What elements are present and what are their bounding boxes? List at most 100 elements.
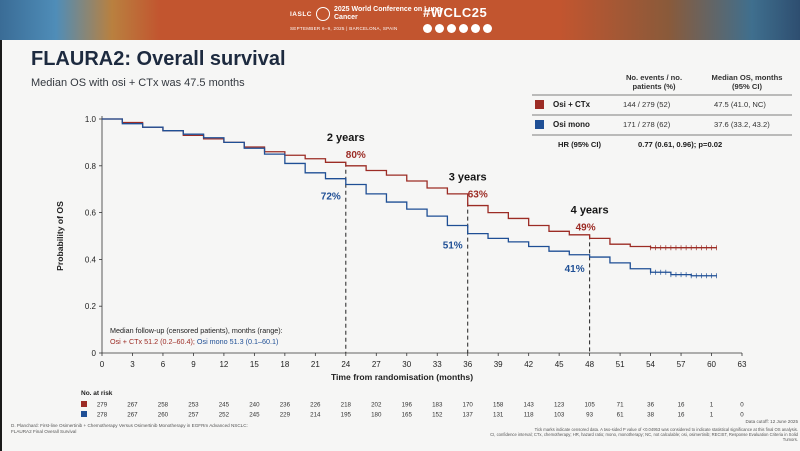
at-risk-value: 257 — [188, 412, 199, 419]
milestone-annotations: 2 years 80% 72% 3 years 63% 51% 4 years 49% 41% — [321, 132, 609, 353]
footnote-left: D. Planchard: First-line Osimertinib + C… — [11, 423, 341, 434]
x-tick-label: 57 — [677, 360, 686, 369]
milestone-upper-value: 49% — [576, 222, 596, 233]
at-risk-value: 218 — [341, 402, 352, 409]
at-risk-value: 245 — [219, 402, 230, 409]
osi-mono-at-risk-swatch — [81, 411, 87, 417]
x-tick-label: 6 — [161, 360, 166, 369]
at-risk-value: 214 — [310, 412, 321, 419]
hr-value: 0.77 (0.61, 0.96); p=0.02 — [638, 140, 723, 149]
hr-label: HR (95% CI) — [558, 140, 602, 149]
at-risk-value: 1 — [710, 412, 714, 419]
at-risk-value: 202 — [371, 402, 382, 409]
at-risk-value: 123 — [554, 402, 565, 409]
at-risk-value: 183 — [432, 402, 443, 409]
x-tick-label: 63 — [738, 360, 747, 369]
table-rules — [532, 94, 792, 136]
banner-photo-right — [560, 0, 800, 40]
survival-curves — [102, 118, 717, 279]
followup-osi-mono: Osi mono 51.3 (0.1–60.1) — [197, 337, 279, 346]
at-risk-value: 267 — [127, 402, 138, 409]
chart-labels: Median follow-up (censored patients), mo… — [110, 326, 283, 346]
at-risk-value: 152 — [432, 412, 443, 419]
linkedin-icon — [435, 24, 444, 33]
milestone-label: 3 years — [449, 172, 487, 184]
footnote-right-line2: CI, confidence interval; CTx, chemothera… — [490, 432, 798, 442]
wechat-icon — [483, 24, 492, 33]
x-tick-label: 27 — [372, 360, 381, 369]
at-risk-value: 236 — [280, 402, 291, 409]
footnote-right: Tick marks indicate censored data. A two… — [476, 427, 798, 442]
at-risk-value: 105 — [584, 402, 595, 409]
at-risk-value: 93 — [586, 412, 593, 419]
osi-ctx-median: 47.5 (41.0, NC) — [714, 100, 766, 109]
osi-mono-label: Osi mono — [553, 120, 590, 129]
x-tick-label: 45 — [555, 360, 564, 369]
osi-ctx-label: Osi + CTx — [553, 100, 591, 109]
x-tick-label: 36 — [463, 360, 472, 369]
y-tick-label: 0 — [92, 349, 97, 358]
at-risk-value: 279 — [97, 402, 108, 409]
x-icon — [447, 24, 456, 33]
at-risk-value: 143 — [524, 402, 535, 409]
at-risk-value: 253 — [188, 402, 199, 409]
x-tick-label: 18 — [280, 360, 289, 369]
events-column-header: No. events / no. patients (%) — [625, 73, 683, 91]
at-risk-table: No. at risk 279 267 258 253 245 240 236 226 218 20… — [81, 390, 744, 419]
y-tick-label: 0.2 — [85, 302, 97, 311]
banner-photo-left — [0, 0, 160, 40]
x-tick-label: 51 — [616, 360, 625, 369]
y-axis-title: Probability of OS — [55, 201, 65, 271]
osi-mono-median: 37.6 (33.2, 43.2) — [714, 120, 770, 129]
at-risk-value: 16 — [678, 402, 685, 409]
osi-mono-swatch — [535, 120, 544, 129]
osi-ctx-events: 144 / 279 (52) — [623, 100, 671, 109]
at-risk-value: 71 — [617, 402, 624, 409]
at-risk-value: 103 — [554, 412, 565, 419]
x-tick-label: 3 — [130, 360, 135, 369]
data-cutoff: Data cutoff: 12 June 2025 — [745, 419, 798, 424]
y-tick-label: 1.0 — [85, 115, 97, 124]
youtube-icon — [471, 24, 480, 33]
y-tick-label: 0.6 — [85, 209, 97, 218]
slide: FLAURA2: Overall survival Median OS with… — [2, 40, 800, 451]
osi-ctx-curve — [102, 118, 717, 249]
milestone-upper-value: 80% — [346, 150, 366, 161]
x-tick-label: 48 — [585, 360, 594, 369]
x-tick-label: 9 — [191, 360, 196, 369]
x-tick-label: 33 — [433, 360, 442, 369]
x-tick-label: 15 — [250, 360, 259, 369]
followup-heading: Median follow-up (censored patients), mo… — [110, 326, 283, 335]
footnote-left-line2: FLAURA2 Final Overall Survival — [11, 428, 77, 434]
at-risk-value: 165 — [402, 412, 413, 419]
at-risk-value: 16 — [678, 412, 685, 419]
x-tick-label: 60 — [707, 360, 716, 369]
at-risk-label: No. at risk — [81, 390, 113, 397]
x-axis-title: Time from randomisation (months) — [331, 372, 473, 382]
at-risk-value: 61 — [617, 412, 624, 419]
at-risk-value: 131 — [493, 412, 504, 419]
facebook-icon — [423, 24, 432, 33]
at-risk-value: 38 — [647, 412, 654, 419]
milestone-label: 2 years — [327, 132, 365, 144]
osi-mono-events: 171 / 278 (62) — [623, 120, 671, 129]
x-tick-label: 42 — [524, 360, 533, 369]
at-risk-value: 245 — [249, 412, 260, 419]
osi-ctx-swatch — [535, 100, 544, 109]
osi-ctx-at-risk-swatch — [81, 401, 87, 407]
conference-name: 2025 World Conference on Lung Cancer — [334, 6, 442, 21]
milestone-lower-value: 72% — [321, 192, 341, 203]
km-chart: 00.20.40.60.81.00 3 6 9 12 15 18 21 24 27 30 33 36 39… — [55, 115, 747, 419]
at-risk-value: 258 — [158, 402, 169, 409]
at-risk-value: 180 — [371, 412, 382, 419]
milestone-label: 4 years — [571, 204, 609, 216]
at-risk-value: 226 — [310, 402, 321, 409]
x-tick-label: 24 — [341, 360, 350, 369]
iaslc-label: IASLC — [290, 11, 312, 18]
milestone-lower-value: 41% — [565, 264, 585, 275]
at-risk-value: 196 — [402, 402, 413, 409]
at-risk-value: 229 — [280, 412, 291, 419]
at-risk-value: 118 — [524, 412, 534, 419]
conference-banner: IASLC 2025 World Conference on Lung Canc… — [0, 0, 800, 40]
x-tick-label: 30 — [402, 360, 411, 369]
